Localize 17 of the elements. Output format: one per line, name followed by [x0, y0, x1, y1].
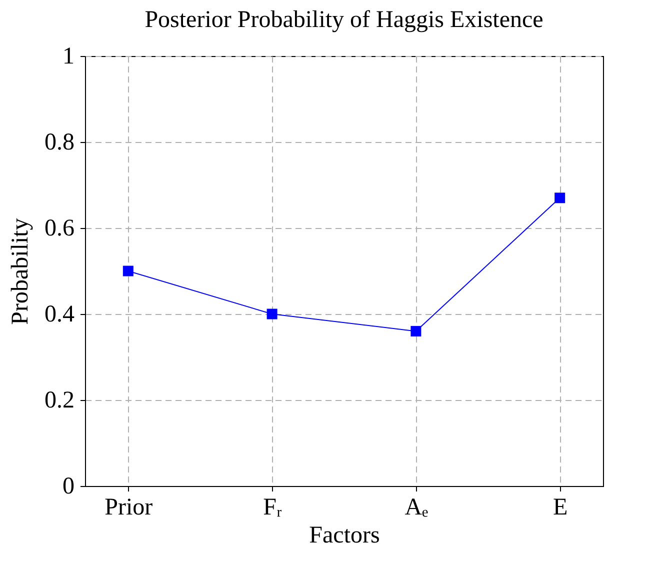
point: [122, 266, 134, 276]
x-tick-label: Prior: [104, 494, 153, 520]
y-tick-label: 1: [62, 44, 74, 70]
point: [410, 326, 422, 336]
y-tick-label: 0: [62, 474, 74, 500]
x-tick-label: E: [552, 494, 568, 520]
y-tick-label: 0.6: [44, 216, 74, 242]
x-tick-label: Aₑ: [404, 494, 428, 520]
y-tick-label: 0.4: [44, 302, 74, 328]
y-tick-label: 0.8: [44, 130, 74, 156]
y-tick-label: 0.2: [44, 388, 74, 414]
x-axis-title: Factors: [309, 522, 380, 548]
y-axis-title: Probability: [8, 218, 34, 325]
x-tick-label: Fᵣ: [263, 494, 282, 520]
chart-title: Posterior Probability of Haggis Existence: [144, 7, 544, 33]
point: [554, 192, 566, 204]
point: [266, 308, 278, 320]
